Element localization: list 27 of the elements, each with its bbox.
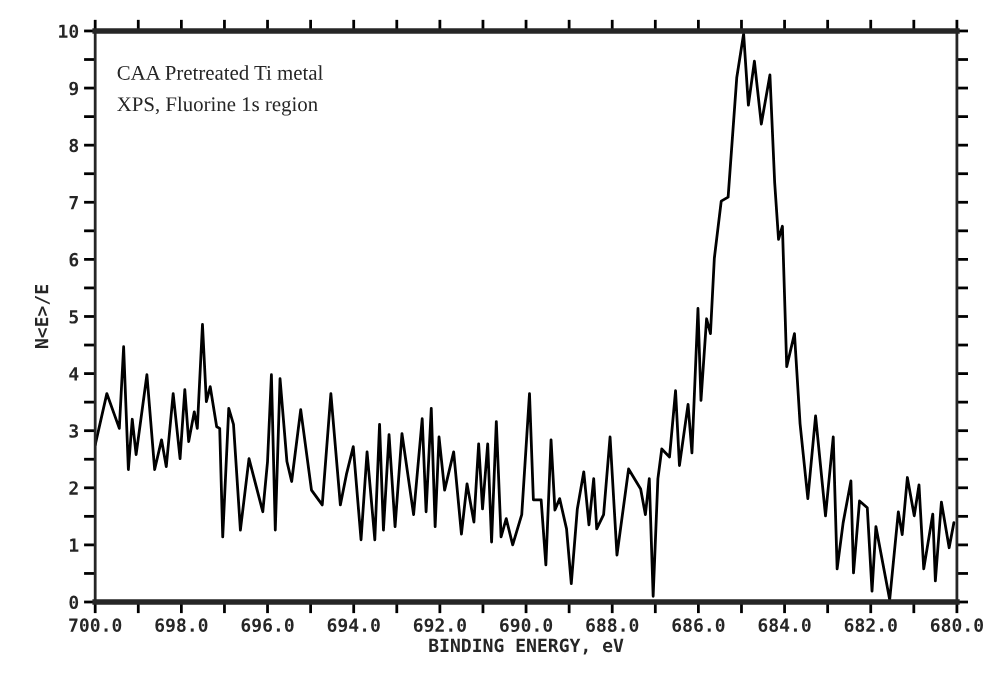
y-axis-title: N<E>/E [35,285,50,349]
x-tick-label: 688.0 [586,618,639,632]
x-tick-label: 686.0 [672,618,725,632]
y-tick-label: 3 [69,424,79,438]
annotation: XPS, Fluorine 1s region [117,96,318,116]
y-tick-label: 8 [69,138,79,153]
y-tick-label: 4 [69,367,79,381]
x-tick-label: 680.0 [930,618,983,632]
y-tick-label: 5 [69,310,78,324]
x-tick-label: 684.0 [758,618,811,632]
x-tick-label: 698.0 [155,618,208,633]
y-tick-label: 7 [69,195,78,210]
x-tick-label: 694.0 [327,618,380,633]
y-tick-label: 2 [69,481,78,495]
line-series [95,32,956,602]
y-tick-label: 1 [70,538,79,552]
y-tick-label: 0 [69,595,79,610]
annotation: CAA Pretreated Ti metal [117,65,323,80]
y-tick-label: 9 [69,81,79,96]
x-axis-title: BINDING ENERGY, eV [429,638,624,655]
x-tick-label: 692.0 [413,618,466,633]
x-tick-label: 682.0 [844,618,897,632]
y-tick-label: 10 [59,24,79,39]
x-tick-label: 690.0 [500,618,553,633]
x-tick-label: 696.0 [241,618,294,633]
y-tick-label: 6 [69,252,79,267]
x-tick-label: 700.0 [69,618,122,632]
